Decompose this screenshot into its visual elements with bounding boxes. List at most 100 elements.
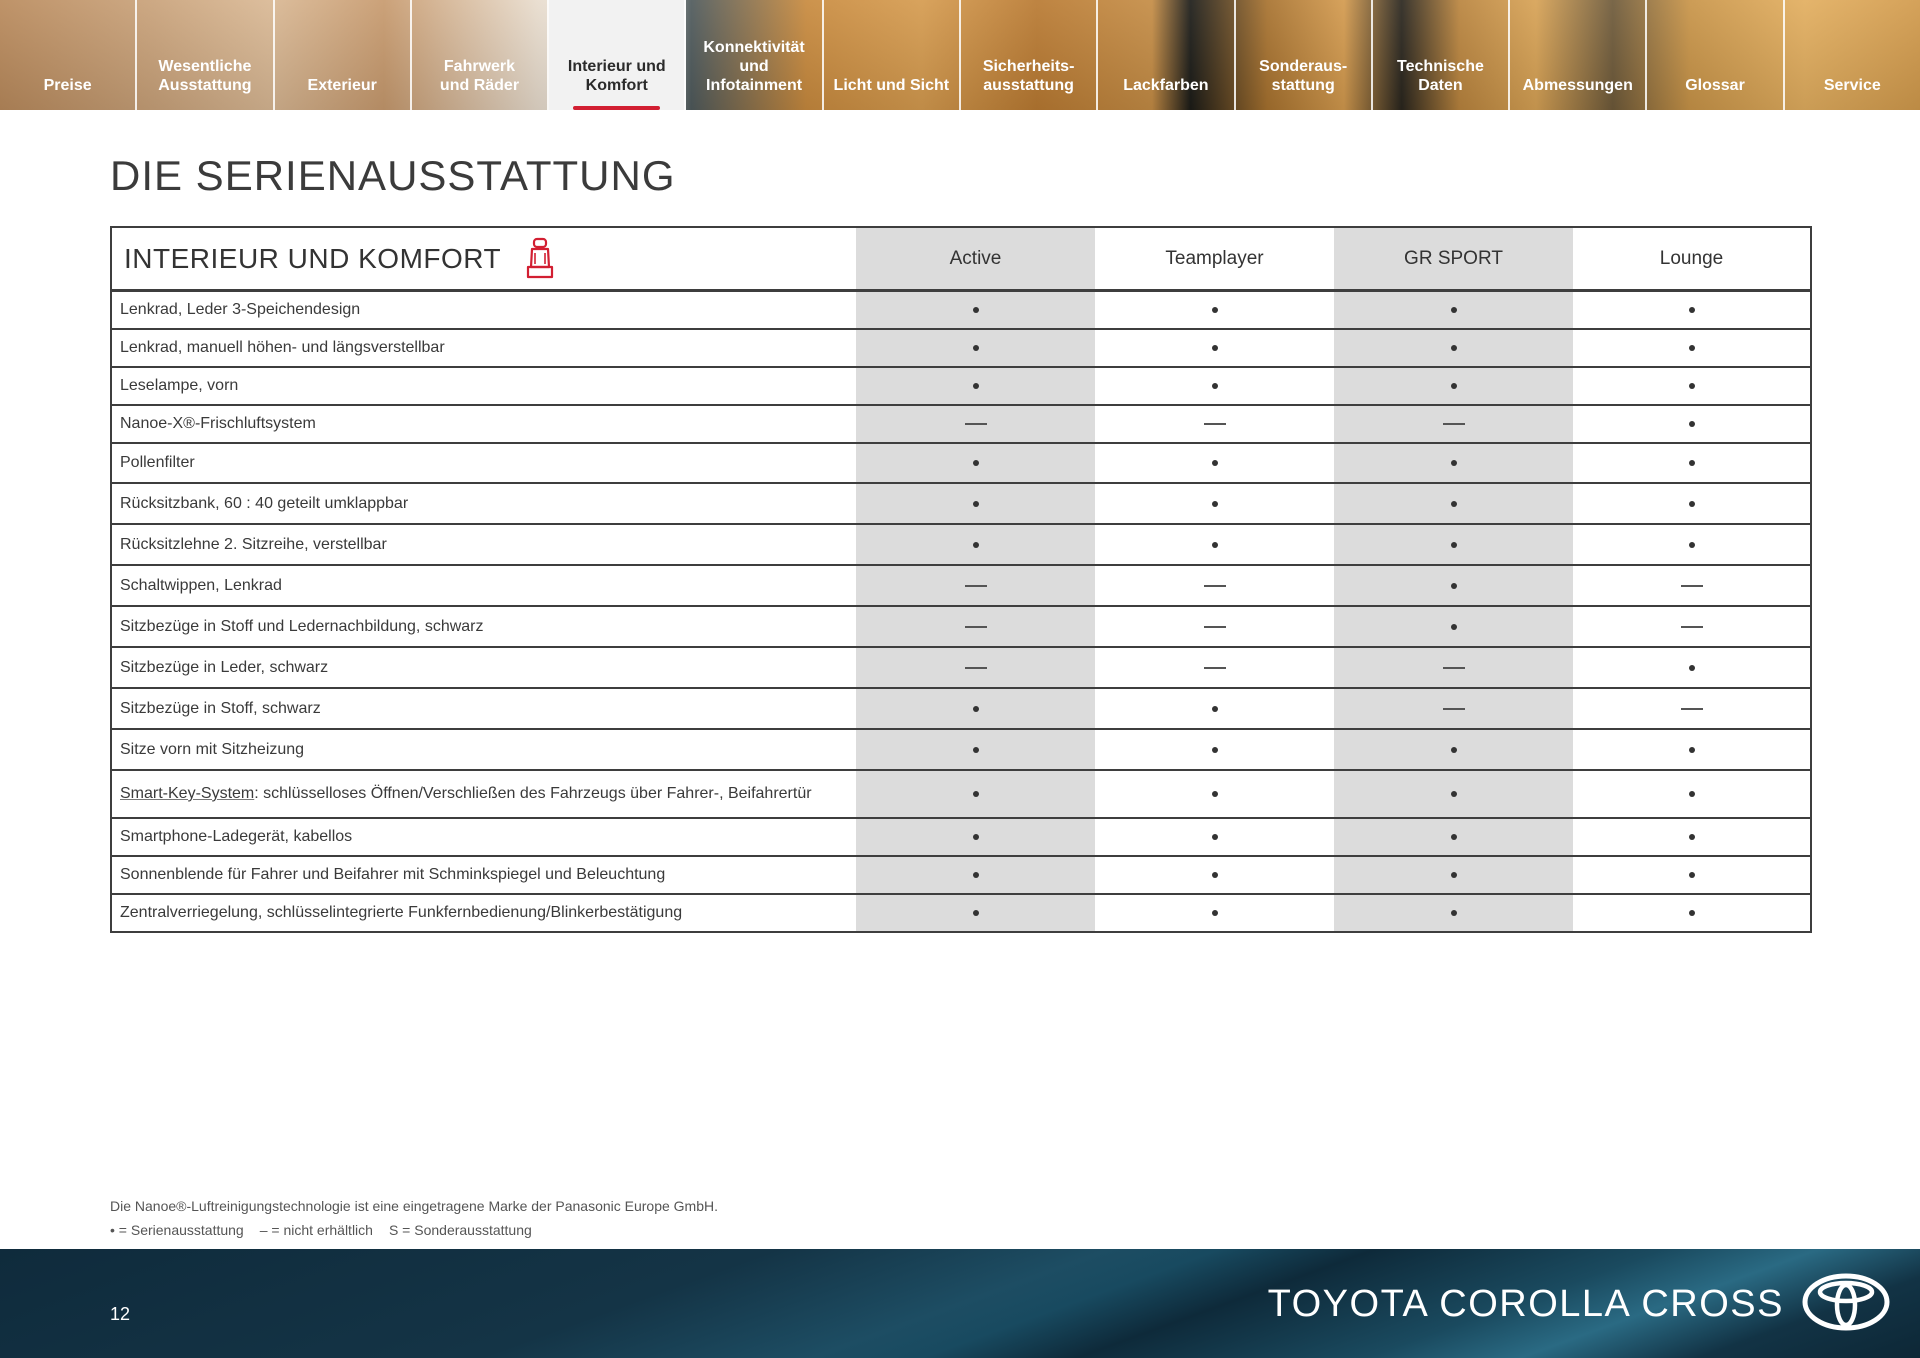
table-row: Sitzbezüge in Leder, schwarz	[112, 646, 1810, 687]
cell-lounge	[1573, 689, 1810, 728]
not-available-mark	[964, 666, 987, 669]
feature-name: Sonnenblende für Fahrer und Beifahrer mi…	[120, 866, 666, 883]
cell-teamplayer	[1095, 730, 1334, 769]
cell-grsport	[1334, 330, 1573, 366]
nav-tab-fahrwerk-und-räder[interactable]: Fahrwerk und Räder	[412, 0, 550, 110]
cell-active	[856, 292, 1095, 328]
standard-mark	[972, 872, 979, 878]
cell-teamplayer	[1095, 771, 1334, 817]
nav-tab-sicherheits-ausstattung[interactable]: Sicherheits- ausstattung	[961, 0, 1099, 110]
equipment-table: INTERIEUR UND KOMFORT Active Teamplayer …	[110, 226, 1812, 933]
feature-name: Smart-Key-System: schlüsselloses Öffnen/…	[112, 785, 856, 803]
nav-tab-glossar[interactable]: Glossar	[1647, 0, 1785, 110]
not-available-mark	[1680, 707, 1703, 710]
cell-active	[856, 857, 1095, 893]
table-header-row: INTERIEUR UND KOMFORT Active Teamplayer …	[112, 228, 1810, 290]
nav-tab-label: Abmessungen	[1522, 77, 1633, 94]
table-row: Zentralverriegelung, schlüsselintegriert…	[112, 893, 1810, 931]
cell-lounge	[1573, 292, 1810, 328]
column-header-active: Active	[949, 247, 1002, 269]
nav-tab-label: Exterieur	[307, 77, 377, 94]
cell-grsport	[1334, 566, 1573, 605]
standard-mark	[1688, 345, 1695, 351]
standard-mark	[1450, 383, 1457, 389]
feature-name: Lenkrad, Leder 3-Speichendesign	[120, 301, 361, 318]
nav-tab-label: Wesentliche Ausstattung	[158, 58, 252, 94]
standard-mark	[1450, 623, 1457, 630]
cell-grsport	[1334, 444, 1573, 482]
cell-active	[856, 406, 1095, 442]
table-row: Rücksitzbank, 60 : 40 geteilt umklappbar	[112, 482, 1810, 523]
cell-lounge	[1573, 484, 1810, 523]
cell-active	[856, 730, 1095, 769]
standard-mark	[972, 500, 979, 507]
feature-name: Sitzbezüge in Leder, schwarz	[120, 658, 329, 676]
nav-tab-lackfarben[interactable]: Lackfarben	[1098, 0, 1236, 110]
cell-lounge	[1573, 857, 1810, 893]
table-body: Lenkrad, Leder 3-Speichendesign Lenkrad, …	[112, 290, 1810, 931]
standard-mark	[1688, 746, 1695, 753]
feature-name: Smartphone-Ladegerät, kabellos	[120, 828, 353, 845]
cell-grsport	[1334, 730, 1573, 769]
cell-active	[856, 771, 1095, 817]
cell-teamplayer	[1095, 525, 1334, 564]
column-header-grsport: GR SPORT	[1404, 247, 1503, 269]
cell-teamplayer	[1095, 444, 1334, 482]
glossary-link[interactable]: Smart-Key-System	[120, 785, 255, 802]
standard-mark	[1450, 541, 1457, 548]
table-row: Lenkrad, manuell höhen- und längsverstel…	[112, 328, 1810, 366]
table-row: Leselampe, vorn	[112, 366, 1810, 404]
table-row: Smart-Key-System: schlüsselloses Öffnen/…	[112, 769, 1810, 817]
standard-mark	[972, 345, 979, 351]
cell-active	[856, 607, 1095, 646]
standard-mark	[1211, 910, 1218, 916]
not-available-mark	[1442, 666, 1465, 669]
brand-name: TOYOTA COROLLA CROSS	[1267, 1283, 1784, 1325]
nav-tab-exterieur[interactable]: Exterieur	[275, 0, 412, 110]
nav-tab-preise[interactable]: Preise	[0, 0, 138, 110]
cell-grsport	[1334, 406, 1573, 442]
table-row: Sonnenblende für Fahrer und Beifahrer mi…	[112, 855, 1810, 893]
standard-mark	[1211, 834, 1218, 840]
cell-teamplayer	[1095, 607, 1334, 646]
cell-lounge	[1573, 648, 1810, 687]
standard-mark	[1211, 345, 1218, 351]
legend-standard: • = Serienausstattung	[110, 1222, 244, 1238]
nav-tab-label: Preise	[43, 77, 92, 94]
cell-teamplayer	[1095, 566, 1334, 605]
cell-teamplayer	[1095, 689, 1334, 728]
standard-mark	[1211, 746, 1218, 753]
cell-teamplayer	[1095, 292, 1334, 328]
nav-tab-wesentliche-ausstattung[interactable]: Wesentliche Ausstattung	[137, 0, 275, 110]
column-header-teamplayer: Teamplayer	[1165, 247, 1264, 269]
cell-teamplayer	[1095, 648, 1334, 687]
standard-mark	[1450, 834, 1457, 840]
table-row: Sitzbezüge in Stoff und Ledernachbildung…	[112, 605, 1810, 646]
standard-mark	[1688, 421, 1695, 427]
cell-lounge	[1573, 444, 1810, 482]
table-row: Rücksitzlehne 2. Sitzreihe, verstellbar	[112, 523, 1810, 564]
not-available-mark	[1442, 423, 1465, 425]
cell-grsport	[1334, 368, 1573, 404]
standard-mark	[1450, 791, 1457, 797]
standard-mark	[1211, 460, 1218, 466]
standard-mark	[1211, 383, 1218, 389]
cell-lounge	[1573, 819, 1810, 855]
legend-optional: S = Sonderausstattung	[388, 1222, 532, 1238]
standard-mark	[1211, 705, 1218, 712]
nav-tab-licht-und-sicht[interactable]: Licht und Sicht	[824, 0, 961, 110]
nav-tab-konnektivität-und-infotainment[interactable]: Konnektivität und Infotainment	[686, 0, 824, 110]
standard-mark	[1688, 664, 1695, 671]
footer-band	[0, 1249, 1920, 1358]
seat-icon	[527, 237, 554, 278]
nav-tab-abmessungen[interactable]: Abmessungen	[1510, 0, 1648, 110]
column-header-lounge: Lounge	[1659, 247, 1724, 269]
nav-tab-sonderaus-stattung[interactable]: Sonderaus- stattung	[1236, 0, 1373, 110]
nav-tab-label: Technische Daten	[1397, 58, 1484, 94]
cell-teamplayer	[1095, 857, 1334, 893]
nav-tab-technische-daten[interactable]: Technische Daten	[1373, 0, 1511, 110]
nav-tab-service[interactable]: Service	[1785, 0, 1920, 110]
nav-tab-interieur-und-komfort[interactable]: Interieur und Komfort	[549, 0, 687, 110]
standard-mark	[1211, 541, 1218, 548]
cell-grsport	[1334, 292, 1573, 328]
